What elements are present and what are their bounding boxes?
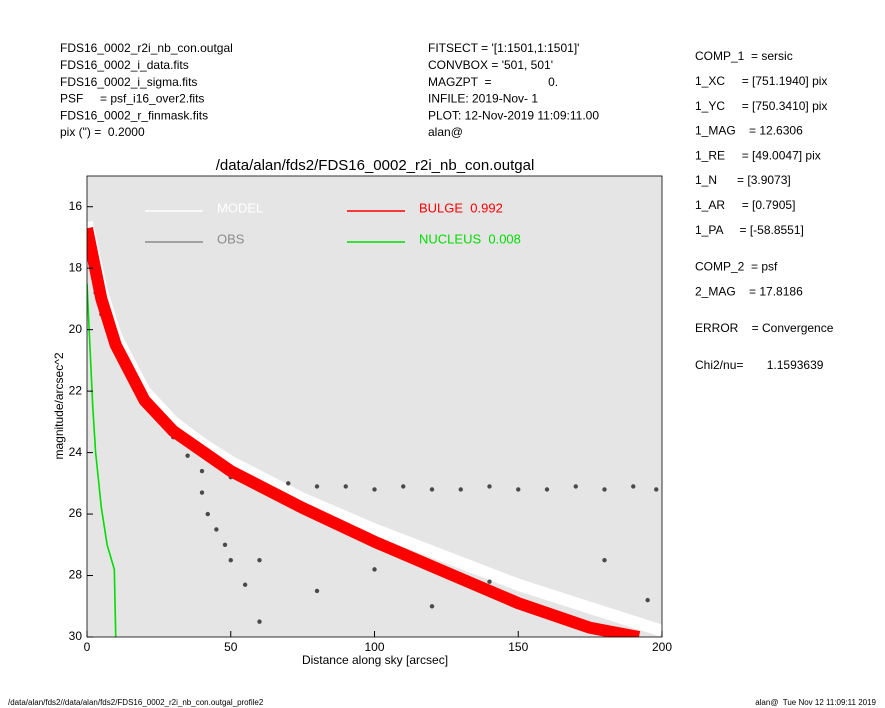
data-point (199, 468, 205, 474)
data-point (257, 619, 262, 624)
header-middle-line: PLOT: 12-Nov-2019 11:09:11.00 (428, 108, 599, 122)
data-point (314, 484, 320, 489)
data-point (573, 484, 578, 489)
fit-parameter: 1_XC = [751.1940] pix (695, 74, 827, 88)
profile-line (87, 227, 641, 637)
plot-background (87, 176, 662, 637)
fit-parameter: 1_PA = [-58.8551] (695, 223, 804, 237)
y-tick-label: 28 (69, 568, 83, 582)
data-point (602, 487, 607, 492)
legend-label: NUCLEUS 0.008 (419, 231, 521, 246)
fit-parameter: COMP_2 = psf (695, 260, 778, 274)
x-tick-label: 100 (364, 640, 384, 654)
data-point (343, 484, 348, 489)
y-tick-label: 18 (69, 260, 83, 274)
x-tick-label: 150 (508, 640, 528, 654)
y-tick-label: 24 (69, 445, 83, 459)
profile-line (87, 283, 117, 637)
data-point (487, 579, 492, 584)
data-point (654, 487, 659, 492)
header-middle-line: FITSECT = '[1:1501,1:1501]' (428, 41, 579, 55)
legend-label: OBS (217, 231, 245, 246)
legend-label: BULGE 0.992 (419, 200, 503, 215)
x-tick-label: 200 (652, 640, 672, 654)
y-tick-label: 30 (69, 629, 83, 643)
header-left-line: pix (") = 0.2000 (60, 125, 145, 139)
data-point (214, 527, 219, 532)
y-tick-label: 16 (69, 199, 83, 213)
header-left-line: FDS16_0002_i_data.fits (60, 58, 189, 72)
data-point (314, 588, 320, 594)
header-left-line: PSF = psf_i16_over2.fits (60, 92, 204, 106)
fit-parameter: 1_YC = [750.3410] pix (695, 99, 827, 113)
data-point (487, 484, 492, 489)
data-point (199, 490, 205, 495)
footer-left: /data/alan/fds2//data/alan/fds2/FDS16_00… (8, 698, 264, 707)
fit-parameter: 1_N = [3.9073] (695, 173, 791, 187)
plot-data (87, 220, 662, 637)
y-tick-label: 26 (69, 506, 83, 520)
fit-parameter: 2_MAG = 17.8186 (695, 284, 803, 298)
legend-label: MODEL (217, 200, 263, 215)
header-middle-line: alan@ (428, 125, 463, 139)
data-point (544, 487, 550, 492)
header-middle-line: MAGZPT = 0. (428, 75, 558, 89)
data-point (516, 487, 521, 492)
data-point (205, 511, 210, 517)
fit-parameter: ERROR = Convergence (695, 321, 834, 335)
data-point (602, 557, 607, 563)
fit-parameter: 1_AR = [0.7905] (695, 198, 795, 212)
header-left-line: FDS16_0002_r_finmask.fits (60, 108, 208, 122)
fit-parameter: 1_MAG = 12.6306 (695, 124, 803, 138)
x-tick-label: 50 (224, 640, 238, 654)
data-point (257, 557, 262, 563)
data-point (401, 484, 406, 489)
header-middle-line: CONVBOX = '501, 501' (428, 58, 553, 72)
y-axis-label: magnitude/arcsec^2 (52, 352, 66, 459)
data-point (645, 597, 650, 603)
data-point (631, 484, 636, 489)
fit-parameter: 1_RE = [49.0047] pix (695, 148, 821, 162)
data-point (458, 487, 463, 492)
data-point (228, 557, 233, 563)
data-point (372, 487, 377, 492)
header-left-line: FDS16_0002_i_sigma.fits (60, 75, 197, 89)
header-middle-line: INFILE: 2019-Nov- 1 (428, 92, 538, 106)
footer-right: alan@ Tue Nov 12 11:09:11 2019 (755, 698, 876, 707)
data-point (242, 582, 248, 587)
data-point (372, 567, 377, 572)
data-point (286, 481, 291, 486)
chart-title: /data/alan/fds2/FDS16_0002_r2i_nb_con.ou… (216, 157, 535, 174)
data-point (222, 542, 228, 547)
header-left-line: FDS16_0002_r2i_nb_con.outgal (60, 41, 233, 55)
x-axis-label: Distance along sky [arcsec] (302, 653, 448, 667)
fit-parameter: COMP_1 = sersic (695, 49, 793, 63)
x-tick-label: 0 (84, 640, 91, 654)
fit-parameter: Chi2/nu= 1.1593639 (695, 358, 824, 372)
data-point (185, 453, 190, 458)
y-tick-label: 20 (69, 322, 83, 336)
data-point (429, 487, 435, 492)
y-tick-label: 22 (69, 383, 83, 397)
data-point (429, 604, 435, 609)
